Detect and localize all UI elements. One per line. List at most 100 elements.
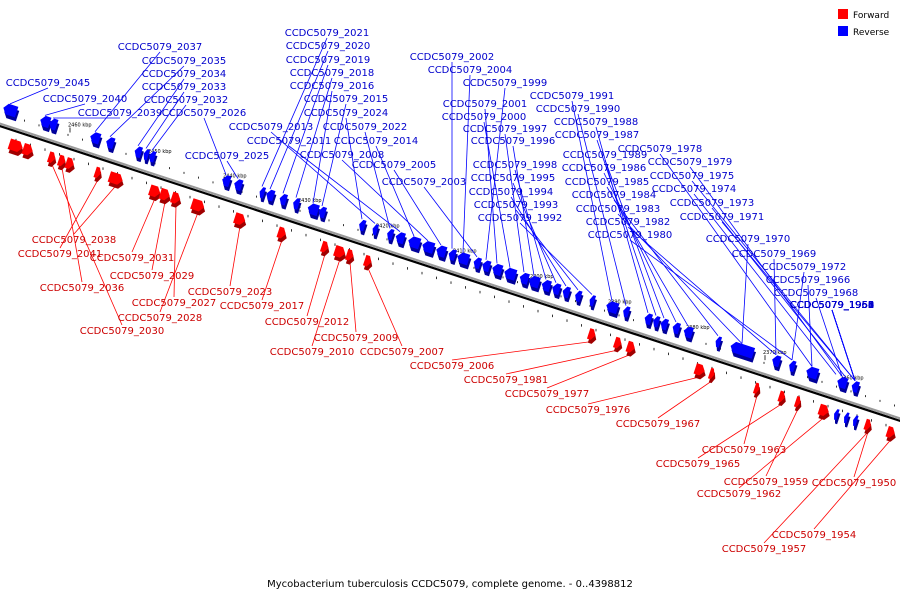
gene-label: CCDC5079_1951 [790, 300, 875, 311]
kbp-tick-label: 2420 kbp [376, 223, 400, 229]
kbp-tick-label: 2400 kbp [530, 274, 554, 280]
gene-label: CCDC5079_2017 [220, 301, 305, 312]
gene-label: CCDC5079_1988 [554, 117, 639, 128]
forward-gene-arrow [752, 382, 761, 398]
gene-label: CCDC5079_2009 [314, 333, 399, 344]
forward-gene-arrow [107, 171, 124, 189]
gene-label: CCDC5079_2029 [110, 271, 195, 282]
gene-label: CCDC5079_2012 [265, 317, 350, 328]
reverse-gene-arrow [492, 263, 505, 281]
forward-gene-arrow [777, 390, 786, 407]
reverse-gene-arrow [789, 360, 798, 377]
kbp-tick-label: 2440 kbp [223, 173, 247, 179]
gene-label: CCDC5079_1992 [478, 213, 563, 224]
reverse-gene-arrow [106, 137, 117, 154]
gene-label: CCDC5079_2005 [352, 160, 437, 171]
gene-label: CCDC5079_1990 [536, 104, 621, 115]
forward-gene-arrow [170, 191, 182, 208]
reverse-gene-arrow [448, 249, 458, 265]
forward-gene-arrow [817, 403, 830, 420]
forward-gene-arrow [612, 336, 623, 353]
gene-label: CCDC5079_2030 [80, 326, 165, 337]
gene-label: CCDC5079_2014 [334, 136, 419, 147]
gene-label: CCDC5079_1962 [697, 489, 782, 500]
reverse-gene-arrow [234, 179, 245, 196]
gene-label: CCDC5079_1995 [471, 173, 556, 184]
gene-labels: CCDC5079_2045CCDC5079_2040CCDC5079_2039C… [6, 28, 897, 555]
kbp-tick-label: 2370 kbp [763, 350, 787, 356]
reverse-gene-arrow [307, 203, 321, 221]
gene-label: CCDC5079_1957 [722, 544, 807, 555]
gene-label: CCDC5079_2037 [118, 42, 203, 53]
gene-label: CCDC5079_1969 [732, 249, 817, 260]
gene-label: CCDC5079_2031 [90, 253, 175, 264]
gene-label: CCDC5079_1979 [648, 157, 733, 168]
gene-label: CCDC5079_1950 [812, 478, 897, 489]
reverse-gene-arrow [90, 132, 103, 149]
forward-gene-arrow [344, 248, 355, 265]
legend-label-forward: Forward [853, 11, 889, 21]
forward-gene-arrow [693, 363, 706, 380]
gene-label: CCDC5079_1998 [473, 160, 558, 171]
gene-label: CCDC5079_2008 [300, 150, 385, 161]
forward-gene-arrow [793, 395, 802, 412]
legend-swatch-forward [838, 9, 848, 19]
gene-label: CCDC5079_1958 [790, 300, 875, 311]
forward-gene-arrow [7, 138, 24, 157]
forward-gene-arrow [276, 226, 287, 243]
gene-label: CCDC5079_2018 [290, 68, 375, 79]
gene-label: CCDC5079_1985 [565, 177, 650, 188]
reverse-gene-arrow [837, 376, 850, 394]
forward-gene-arrow [625, 340, 636, 357]
forward-gene-arrow [93, 166, 102, 183]
gene-label: CCDC5079_1983 [576, 204, 661, 215]
gene-label: CCDC5079_1997 [463, 124, 548, 135]
gene-label: CCDC5079_2016 [290, 81, 375, 92]
legend-label-reverse: Reverse [853, 28, 890, 38]
gene-label: CCDC5079_2002 [410, 52, 495, 63]
gene-label: CCDC5079_1989 [563, 150, 648, 161]
gene-label: CCDC5079_2025 [185, 151, 270, 162]
gene-label: CCDC5079_2020 [286, 41, 371, 52]
gene-label: CCDC5079_2015 [304, 94, 389, 105]
gene-label: CCDC5079_1965 [656, 459, 741, 470]
gene-label: CCDC5079_2010 [270, 347, 355, 358]
legend-swatch-reverse [838, 26, 848, 36]
reverse-gene-arrow [436, 245, 449, 262]
gene-label: CCDC5079_2004 [428, 65, 513, 76]
forward-gene-arrow [319, 240, 330, 257]
gene-label: CCDC5079_1967 [616, 419, 701, 430]
reverse-gene-arrow [318, 206, 328, 223]
gene-label: CCDC5079_1978 [618, 144, 703, 155]
gene-label: CCDC5079_1953 [790, 300, 875, 311]
reverse-gene-arrow [266, 189, 277, 206]
forward-gene-arrow [56, 154, 67, 171]
reverse-gene-arrow [528, 275, 542, 293]
reverse-gene-arrow [519, 272, 531, 289]
gene-label: CCDC5079_1976 [546, 405, 631, 416]
forward-gene-arrow [148, 184, 162, 202]
gene-label: CCDC5079_2045 [6, 78, 91, 89]
reverse-gene-arrow [482, 260, 493, 277]
reverse-gene-arrow [222, 175, 233, 192]
gene-label: CCDC5079_2019 [286, 55, 371, 66]
reverse-gene-arrow [359, 219, 368, 236]
legend: Forward Reverse [838, 9, 890, 38]
gene-label: CCDC5079_1982 [586, 217, 671, 228]
forward-gene-arrow [362, 254, 373, 271]
forward-gene-arrow [64, 157, 75, 173]
reverse-gene-arrow [606, 301, 621, 319]
reverse-gene-arrow [683, 326, 695, 343]
kbp-tick-label: 2360 kbp [840, 375, 864, 381]
gene-label: CCDC5079_1996 [471, 136, 556, 147]
gene-label: CCDC5079_2022 [323, 122, 408, 133]
reverse-gene-arrow [772, 355, 783, 372]
reverse-gene-arrow [653, 316, 662, 332]
gene-label: CCDC5079_1999 [463, 78, 548, 89]
reverse-gene-arrow [49, 118, 60, 135]
gene-label: CCDC5079_2013 [229, 122, 314, 133]
reverse-gene-arrow [853, 415, 860, 431]
gene-label: CCDC5079_2021 [285, 28, 370, 39]
gene-features [3, 103, 896, 442]
gene-label: CCDC5079_1970 [706, 234, 791, 245]
